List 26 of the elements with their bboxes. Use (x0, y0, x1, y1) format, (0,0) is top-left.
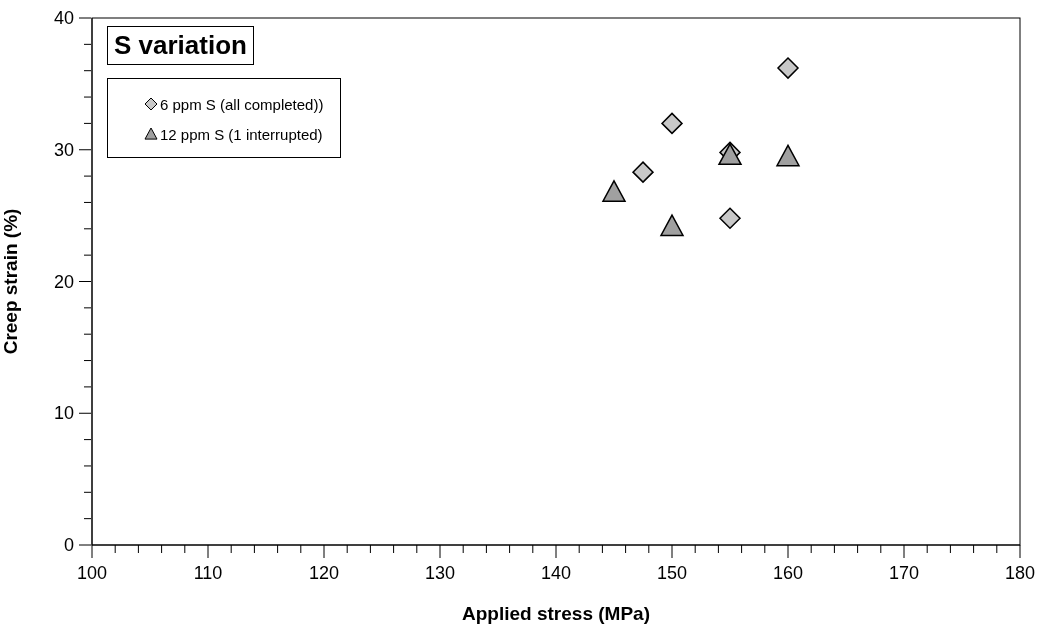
y-tick-label: 40 (53, 8, 74, 28)
point (661, 112, 683, 135)
legend-label: 6 ppm S (all completed)) (160, 95, 324, 113)
x-tick-label: 180 (1004, 563, 1036, 583)
x-axis-title: Applied stress (MPa) (462, 603, 650, 624)
x-tick-label: 150 (656, 563, 688, 583)
point (602, 180, 626, 203)
point (660, 214, 684, 237)
y-tick-label: 20 (53, 271, 74, 292)
x-tick-label: 140 (540, 563, 572, 583)
x-tick-label: 110 (193, 563, 223, 583)
y-tick-label: 0 (63, 535, 74, 555)
text: S variation (107, 26, 254, 65)
x-tick-label: 160 (772, 563, 804, 583)
x-tick-label: 100 (76, 563, 108, 583)
point (776, 144, 800, 167)
point (632, 161, 654, 183)
x-tick-label: 120 (308, 563, 340, 583)
point (719, 207, 741, 230)
x-tick-label: 170 (888, 563, 920, 583)
y-axis-title: Creep strain (%) (0, 208, 21, 355)
y-tick-label: 30 (53, 139, 74, 160)
x-tick-label: 130 (424, 563, 456, 583)
legend-label: 12 ppm S (1 interrupted) (160, 125, 323, 143)
point (777, 57, 799, 79)
y-tick-label: 10 (53, 403, 74, 424)
